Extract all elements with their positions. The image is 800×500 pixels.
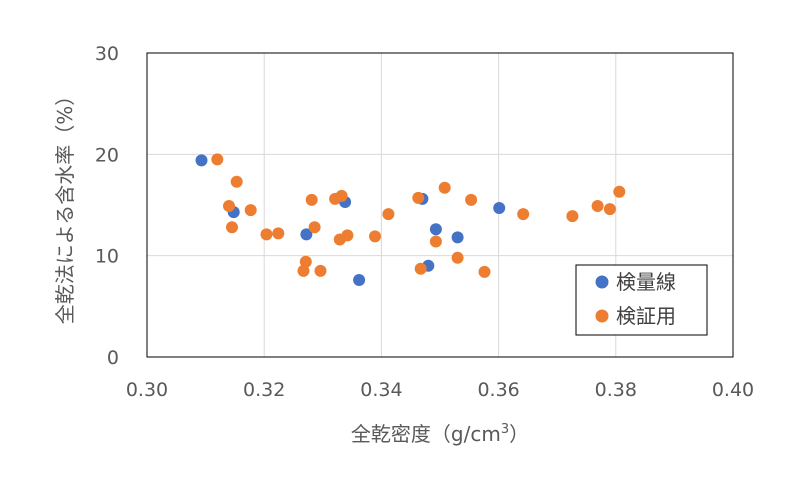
data-point: [272, 227, 285, 240]
data-point: [451, 251, 464, 264]
data-point: [230, 175, 243, 188]
legend-marker-validation: [595, 309, 609, 323]
data-point: [382, 208, 395, 221]
legend-label-validation: 検証用: [616, 304, 676, 328]
series-validation: [211, 153, 626, 278]
data-point: [297, 264, 310, 277]
data-point: [414, 262, 427, 275]
data-point: [438, 181, 451, 194]
legend-box: [575, 264, 708, 336]
data-point: [244, 204, 257, 217]
data-point: [308, 221, 321, 234]
x-axis-title-superscript: 3: [501, 422, 509, 437]
data-point: [603, 203, 616, 216]
y-tick-label: 10: [95, 246, 119, 268]
x-axis-title: 全乾密度（g/cm3）: [351, 422, 529, 446]
data-point: [478, 265, 491, 278]
data-point: [451, 231, 464, 244]
y-tick-label: 20: [95, 144, 119, 166]
data-point: [465, 193, 478, 206]
x-tick-label: 0.30: [126, 379, 168, 401]
data-point: [260, 228, 273, 241]
data-point: [341, 229, 354, 242]
x-axis-title-end: ）: [509, 422, 529, 446]
data-points: [195, 153, 626, 286]
series-calibration: [195, 154, 506, 286]
plot-area-border: [146, 52, 734, 358]
y-tick-label: 30: [95, 43, 119, 65]
data-point: [566, 210, 579, 223]
data-point: [299, 255, 312, 268]
data-point: [211, 153, 224, 166]
x-tick-label: 0.36: [477, 379, 519, 401]
data-point: [517, 208, 530, 221]
legend: 検量線 検証用: [575, 264, 708, 336]
y-tick-label: 0: [107, 347, 119, 369]
data-point: [353, 274, 366, 286]
x-tick-label: 0.32: [243, 379, 285, 401]
legend-label-calibration: 検量線: [616, 270, 676, 294]
data-point: [412, 191, 425, 204]
x-tick-label: 0.40: [712, 379, 754, 401]
data-point: [429, 235, 442, 248]
data-point: [314, 264, 327, 277]
tick-labels: 0.30 0.32 0.34 0.36 0.38 0.40 0 10 20 30: [95, 43, 754, 401]
data-point: [493, 202, 506, 214]
data-point: [223, 200, 235, 212]
y-axis-title: 全乾法による含水率（%）: [53, 86, 77, 324]
data-point: [195, 154, 208, 167]
data-point: [300, 228, 313, 241]
data-point: [335, 189, 348, 202]
x-tick-label: 0.38: [595, 379, 637, 401]
data-point: [613, 185, 626, 198]
data-point: [305, 193, 318, 206]
data-point: [369, 230, 381, 243]
data-point: [591, 200, 604, 212]
x-tick-label: 0.34: [360, 379, 402, 401]
data-point: [429, 223, 442, 236]
x-axis-title-main: 全乾密度（g/cm: [351, 422, 501, 446]
data-point: [226, 221, 238, 234]
legend-marker-calibration: [595, 275, 609, 289]
